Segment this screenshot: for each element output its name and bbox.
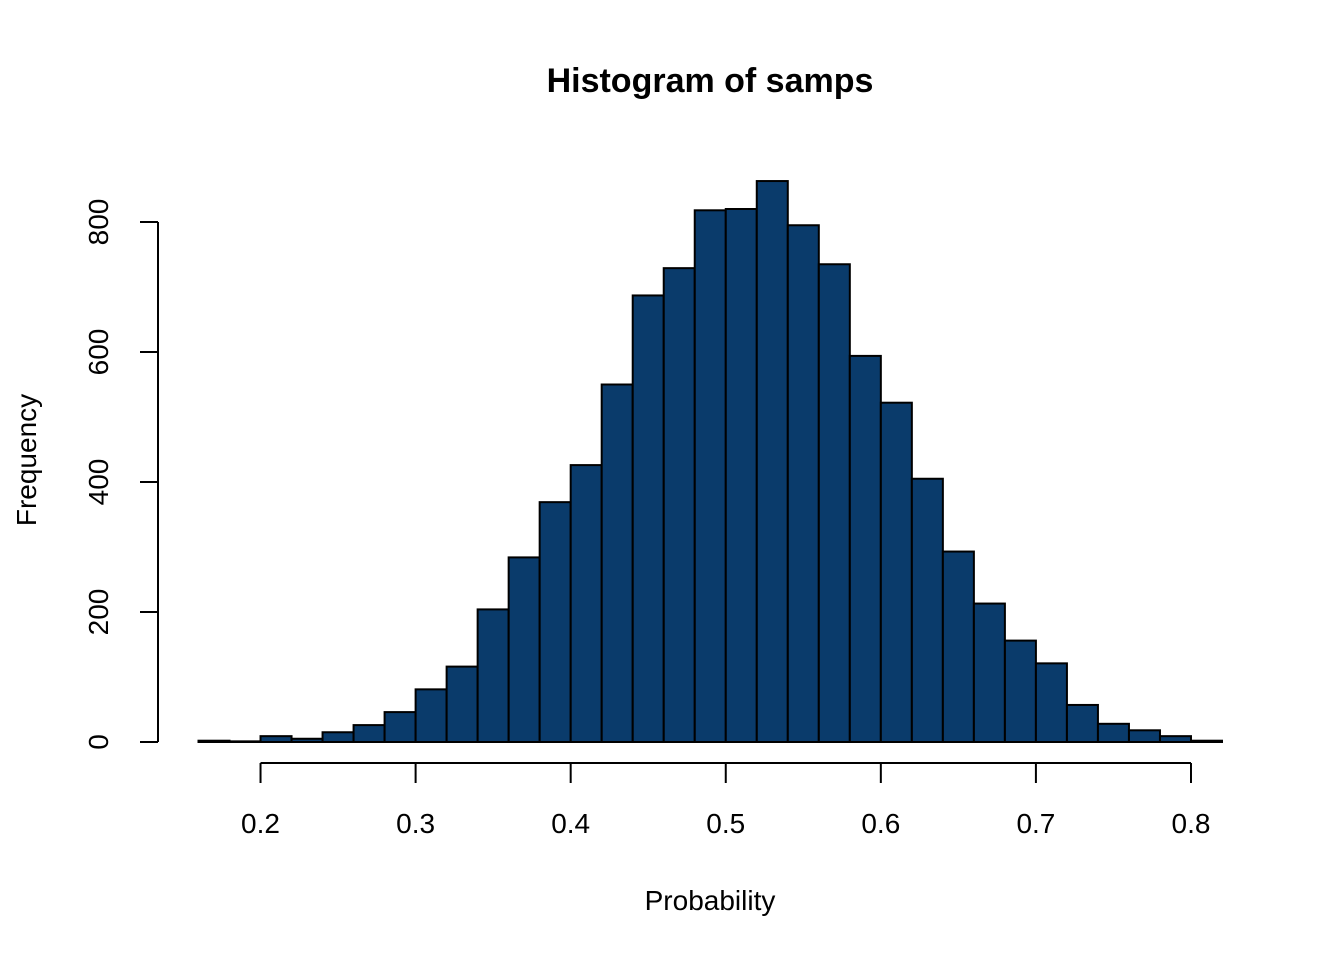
- x-tick-label: 0.8: [1172, 808, 1211, 839]
- histogram-bar: [352, 724, 386, 743]
- x-axis: 0.2 0.3 0.4 0.5 0.6 0.7 0.8: [241, 762, 1211, 839]
- histogram-bar: [321, 731, 355, 743]
- histogram-bar: [1127, 729, 1161, 743]
- histogram-bar: [445, 665, 479, 743]
- histogram-bar: [259, 735, 293, 744]
- histogram-bar: [1096, 722, 1130, 743]
- y-tick-label: 600: [83, 329, 114, 376]
- histogram-bar: [1065, 703, 1099, 744]
- bars-group: [197, 180, 1224, 744]
- histogram-bar: [538, 501, 572, 743]
- histogram-bar: [414, 688, 448, 743]
- histogram-bar: [786, 224, 820, 743]
- histogram-bar: [941, 550, 975, 743]
- chart-title: Histogram of samps: [547, 62, 874, 100]
- histogram-bar: [1003, 639, 1037, 743]
- y-tick-label: 400: [83, 459, 114, 506]
- x-axis-label: Probability: [645, 885, 776, 916]
- histogram-bar: [693, 209, 727, 744]
- histogram-bar: [600, 383, 634, 743]
- histogram-bar: [910, 477, 944, 743]
- histogram-bar: [197, 739, 231, 744]
- x-tick-label: 0.5: [706, 808, 745, 839]
- y-axis: 0 200 400 600 800: [83, 199, 159, 750]
- histogram-bar: [383, 711, 417, 743]
- histogram-bar: [724, 208, 758, 743]
- x-tick-label: 0.4: [551, 808, 590, 839]
- x-tick-label: 0.3: [396, 808, 435, 839]
- histogram-bar: [848, 354, 882, 743]
- histogram-bar: [507, 556, 541, 744]
- x-tick-label: 0.2: [241, 808, 280, 839]
- histogram-bar: [1034, 662, 1068, 743]
- histogram-bar: [755, 180, 789, 744]
- y-tick-label: 200: [83, 589, 114, 636]
- histogram-bar: [817, 263, 851, 743]
- y-axis-label: Frequency: [11, 394, 42, 526]
- histogram-bar: [476, 608, 510, 744]
- x-tick-label: 0.6: [861, 808, 900, 839]
- histogram-bar: [569, 464, 603, 743]
- y-tick-label: 0: [83, 734, 114, 750]
- histogram-bar: [290, 737, 324, 743]
- histogram-bar: [879, 401, 913, 743]
- histogram-bar: [1158, 735, 1192, 744]
- x-tick-label: 0.7: [1016, 808, 1055, 839]
- histogram-bar: [228, 740, 262, 743]
- histogram-bar: [631, 294, 665, 743]
- histogram-bar: [1189, 739, 1224, 744]
- histogram-bar: [972, 602, 1006, 743]
- histogram-bar: [662, 267, 696, 743]
- y-tick-label: 800: [83, 199, 114, 246]
